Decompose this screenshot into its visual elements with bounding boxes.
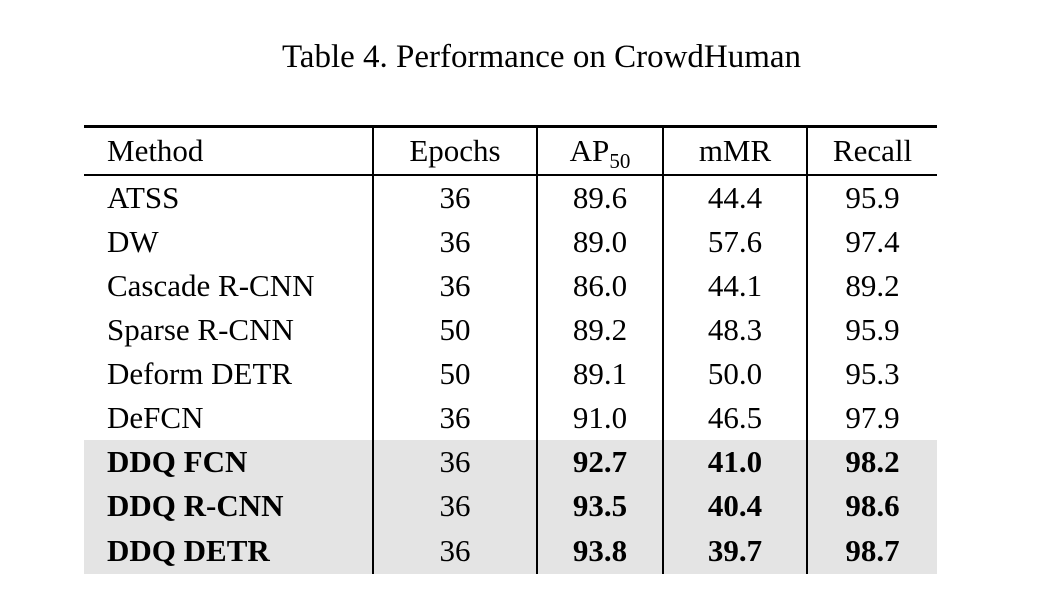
recall-cell: 97.9 (806, 396, 937, 440)
table-row-ddq-rcnn: DDQ R-CNN 36 93.5 40.4 98.6 (84, 484, 937, 528)
table-row-atss: ATSS 36 89.6 44.4 95.9 (84, 175, 937, 220)
recall-cell: 89.2 (806, 264, 937, 308)
table-row-ddq-fcn: DDQ FCN 36 92.7 41.0 98.2 (84, 440, 937, 484)
method-cell: DDQ FCN (107, 444, 248, 479)
epochs-cell: 50 (372, 308, 537, 352)
table-row-deform-detr: Deform DETR 50 89.1 50.0 95.3 (84, 352, 937, 396)
recall-cell: 98.7 (806, 528, 937, 574)
ap50-cell: 89.2 (536, 308, 663, 352)
column-header-ap50: AP50 (536, 126, 663, 175)
table-row-dw: DW 36 89.0 57.6 97.4 (84, 220, 937, 264)
method-cell: ATSS (107, 180, 180, 215)
ap50-cell: 89.6 (536, 175, 663, 220)
mmr-cell: 50.0 (662, 352, 807, 396)
column-header-epochs: Epochs (372, 126, 537, 175)
mmr-cell: 57.6 (662, 220, 807, 264)
ap-label: AP (569, 133, 610, 168)
mmr-cell: 48.3 (662, 308, 807, 352)
mmr-cell: 44.1 (662, 264, 807, 308)
method-cell: Deform DETR (107, 356, 293, 391)
epochs-cell: 36 (372, 396, 537, 440)
epochs-cell: 36 (372, 220, 537, 264)
table-row-defcn: DeFCN 36 91.0 46.5 97.9 (84, 396, 937, 440)
mmr-cell: 39.7 (662, 528, 807, 574)
mmr-cell: 46.5 (662, 396, 807, 440)
method-cell: DeFCN (107, 400, 204, 435)
epochs-cell: 36 (372, 264, 537, 308)
epochs-cell: 50 (372, 352, 537, 396)
header-row: Method Epochs AP50 mMR Recall (84, 126, 937, 175)
ap50-cell: 92.7 (536, 440, 663, 484)
recall-cell: 95.3 (806, 352, 937, 396)
method-cell: Cascade R-CNN (107, 268, 315, 303)
ap50-cell: 86.0 (536, 264, 663, 308)
mmr-cell: 40.4 (662, 484, 807, 528)
column-header-method: Method (107, 133, 204, 168)
method-cell: DW (107, 224, 159, 259)
table-caption: Table 4. Performance on CrowdHuman (281, 39, 802, 75)
epochs-cell: 36 (372, 440, 537, 484)
ap50-cell: 91.0 (536, 396, 663, 440)
epochs-cell: 36 (372, 528, 537, 574)
epochs-cell: 36 (372, 484, 537, 528)
table-row-cascade-rcnn: Cascade R-CNN 36 86.0 44.1 89.2 (84, 264, 937, 308)
recall-cell: 95.9 (806, 175, 937, 220)
recall-cell: 98.6 (806, 484, 937, 528)
recall-cell: 97.4 (806, 220, 937, 264)
epochs-cell: 36 (372, 175, 537, 220)
method-cell: Sparse R-CNN (107, 312, 294, 347)
table-row-sparse-rcnn: Sparse R-CNN 50 89.2 48.3 95.9 (84, 308, 937, 352)
ap50-cell: 89.0 (536, 220, 663, 264)
crowdhuman-results-table: Method Epochs AP50 mMR Recall ATSS 36 89… (84, 125, 937, 574)
ap50-cell: 93.8 (536, 528, 663, 574)
recall-cell: 95.9 (806, 308, 937, 352)
recall-cell: 98.2 (806, 440, 937, 484)
column-header-mmr: mMR (662, 126, 807, 175)
method-cell: DDQ R-CNN (107, 488, 284, 523)
mmr-cell: 44.4 (662, 175, 807, 220)
table-row-ddq-detr: DDQ DETR 36 93.8 39.7 98.7 (84, 528, 937, 574)
ap50-cell: 93.5 (536, 484, 663, 528)
column-header-recall: Recall (806, 126, 937, 175)
ap-subscript: 50 (609, 149, 631, 173)
mmr-cell: 41.0 (662, 440, 807, 484)
ap50-cell: 89.1 (536, 352, 663, 396)
method-cell: DDQ DETR (107, 533, 270, 568)
